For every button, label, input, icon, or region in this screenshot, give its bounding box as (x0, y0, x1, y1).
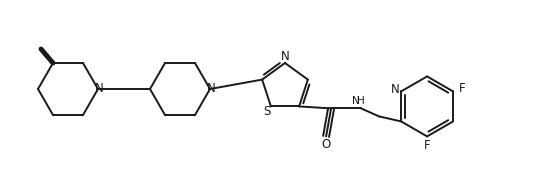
Text: S: S (263, 105, 270, 118)
Text: H: H (357, 96, 365, 106)
Text: N: N (207, 82, 216, 95)
Text: N: N (391, 83, 399, 96)
Text: N: N (95, 82, 104, 95)
Text: N: N (352, 96, 360, 106)
Text: F: F (459, 82, 465, 95)
Text: N: N (281, 49, 290, 63)
Text: F: F (424, 139, 431, 152)
Text: O: O (321, 138, 331, 151)
